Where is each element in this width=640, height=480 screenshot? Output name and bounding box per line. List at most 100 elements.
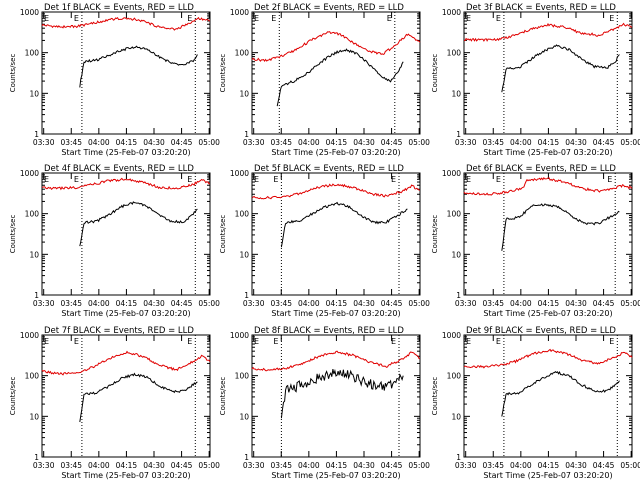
- x-axis-label: Start Time (25-Feb-07 03:20:20): [61, 471, 190, 480]
- x-tick-label: 04:30: [565, 461, 587, 470]
- plot-frame: [41, 11, 211, 135]
- y-tick-label: 10: [239, 412, 249, 421]
- y-tick-label: 100: [235, 49, 250, 58]
- lld-series-line: [251, 183, 421, 200]
- event-marker-label: E: [187, 175, 192, 184]
- x-tick-label: 04:45: [381, 299, 403, 308]
- plot-panel-7: Det 7f BLACK = Events, RED = LLD 1 10 100 10…: [9, 326, 220, 480]
- event-marker-label: E: [187, 14, 192, 23]
- lld-series-line: [251, 350, 421, 372]
- y-tick-label: 10: [29, 412, 39, 421]
- x-tick-label: 04:15: [538, 461, 560, 470]
- y-axis-label: Counts/sec: [219, 215, 227, 254]
- y-tick-label: 1: [244, 130, 249, 139]
- x-tick-label: 03:30: [455, 138, 477, 147]
- lld-series-line: [41, 350, 211, 376]
- plot-panel-9: Det 9f BLACK = Events, RED = LLD 1 10 100 10…: [431, 326, 640, 480]
- x-axis-label: Start Time (25-Feb-07 03:20:20): [483, 148, 612, 157]
- y-tick-label: 1000: [442, 331, 461, 340]
- y-tick-label: 100: [447, 372, 462, 381]
- x-tick-label: 05:00: [408, 138, 430, 147]
- y-axis-label: Counts/sec: [9, 377, 17, 416]
- y-tick-label: 1000: [20, 169, 39, 178]
- y-tick-label: 10: [29, 89, 39, 98]
- events-series-line: [79, 45, 198, 88]
- event-marker-label: E: [466, 175, 471, 184]
- x-tick-label: 04:45: [593, 299, 615, 308]
- event-marker-label: E: [271, 14, 276, 23]
- event-marker-label: E: [44, 337, 49, 346]
- y-tick-label: 1: [34, 453, 39, 462]
- x-tick-label: 04:45: [171, 138, 193, 147]
- y-axis-label: Counts/sec: [219, 377, 227, 416]
- y-tick-label: 1: [34, 130, 39, 139]
- y-tick-label: 1: [244, 291, 249, 300]
- y-tick-label: 10: [239, 89, 249, 98]
- x-tick-label: 04:45: [381, 138, 403, 147]
- y-tick-label: 1: [456, 453, 461, 462]
- x-tick-label: 03:45: [270, 138, 292, 147]
- y-tick-label: 1000: [442, 169, 461, 178]
- y-tick-label: 100: [25, 372, 40, 381]
- x-tick-label: 04:00: [88, 299, 110, 308]
- y-tick-label: 100: [25, 210, 40, 219]
- y-tick-label: 1000: [442, 8, 461, 17]
- x-tick-label: 04:45: [593, 138, 615, 147]
- event-marker-label: E: [187, 337, 192, 346]
- plot-title: Det 6f BLACK = Events, RED = LLD: [466, 164, 616, 174]
- event-marker-label: E: [254, 14, 259, 23]
- x-tick-label: 03:30: [243, 138, 265, 147]
- x-tick-label: 04:45: [171, 299, 193, 308]
- x-tick-label: 03:45: [482, 461, 504, 470]
- x-tick-label: 04:00: [298, 138, 320, 147]
- y-tick-label: 1000: [20, 8, 39, 17]
- x-tick-label: 03:45: [270, 461, 292, 470]
- event-marker-label: E: [391, 175, 396, 184]
- y-axis-label: Counts/sec: [9, 54, 17, 93]
- x-tick-label: 05:00: [620, 299, 640, 308]
- x-tick-label: 04:15: [326, 461, 348, 470]
- lld-series-line: [42, 177, 211, 191]
- y-tick-label: 1000: [20, 331, 39, 340]
- plot-panel-2: Det 2f BLACK = Events, RED = LLD 1 10 100 10…: [219, 3, 430, 157]
- event-marker-label: E: [607, 175, 612, 184]
- x-axis-label: Start Time (25-Feb-07 03:20:20): [271, 148, 400, 157]
- plot-panel-1: Det 1f BLACK = Events, RED = LLD 1 10 100 10…: [9, 3, 220, 157]
- event-marker-label: E: [254, 337, 259, 346]
- lld-series-line: [41, 16, 211, 31]
- x-tick-label: 05:00: [198, 461, 220, 470]
- x-axis-label: Start Time (25-Feb-07 03:20:20): [483, 309, 612, 318]
- plot-title: Det 8f BLACK = Events, RED = LLD: [254, 326, 404, 336]
- plot-title: Det 3f BLACK = Events, RED = LLD: [466, 3, 616, 13]
- x-tick-label: 04:30: [143, 299, 165, 308]
- x-tick-label: 04:30: [565, 138, 587, 147]
- x-axis-label: Start Time (25-Feb-07 03:20:20): [61, 148, 190, 157]
- plot-title: Det 5f BLACK = Events, RED = LLD: [254, 164, 404, 174]
- plot-title: Det 7f BLACK = Events, RED = LLD: [44, 326, 194, 336]
- event-marker-label: E: [609, 337, 614, 346]
- x-tick-label: 03:30: [455, 461, 477, 470]
- plot-frame: [251, 172, 421, 296]
- x-tick-label: 05:00: [408, 299, 430, 308]
- x-tick-label: 03:30: [33, 461, 55, 470]
- y-tick-label: 1: [456, 291, 461, 300]
- event-marker-label: E: [391, 337, 396, 346]
- x-tick-label: 04:30: [353, 138, 375, 147]
- x-tick-label: 04:30: [565, 299, 587, 308]
- event-marker-label: E: [387, 14, 392, 23]
- y-axis-label: Counts/sec: [431, 377, 439, 416]
- y-tick-label: 100: [447, 49, 462, 58]
- x-tick-label: 03:45: [60, 461, 82, 470]
- y-axis-label: Counts/sec: [9, 215, 17, 254]
- y-tick-label: 1000: [230, 8, 249, 17]
- events-series-line: [280, 368, 404, 419]
- y-axis-label: Counts/sec: [431, 54, 439, 93]
- event-marker-label: E: [273, 337, 278, 346]
- x-tick-label: 04:00: [510, 138, 532, 147]
- events-series-line: [501, 371, 620, 417]
- x-axis-label: Start Time (25-Feb-07 03:20:20): [271, 471, 400, 480]
- x-tick-label: 03:30: [33, 299, 55, 308]
- x-tick-label: 05:00: [408, 461, 430, 470]
- y-tick-label: 10: [451, 89, 461, 98]
